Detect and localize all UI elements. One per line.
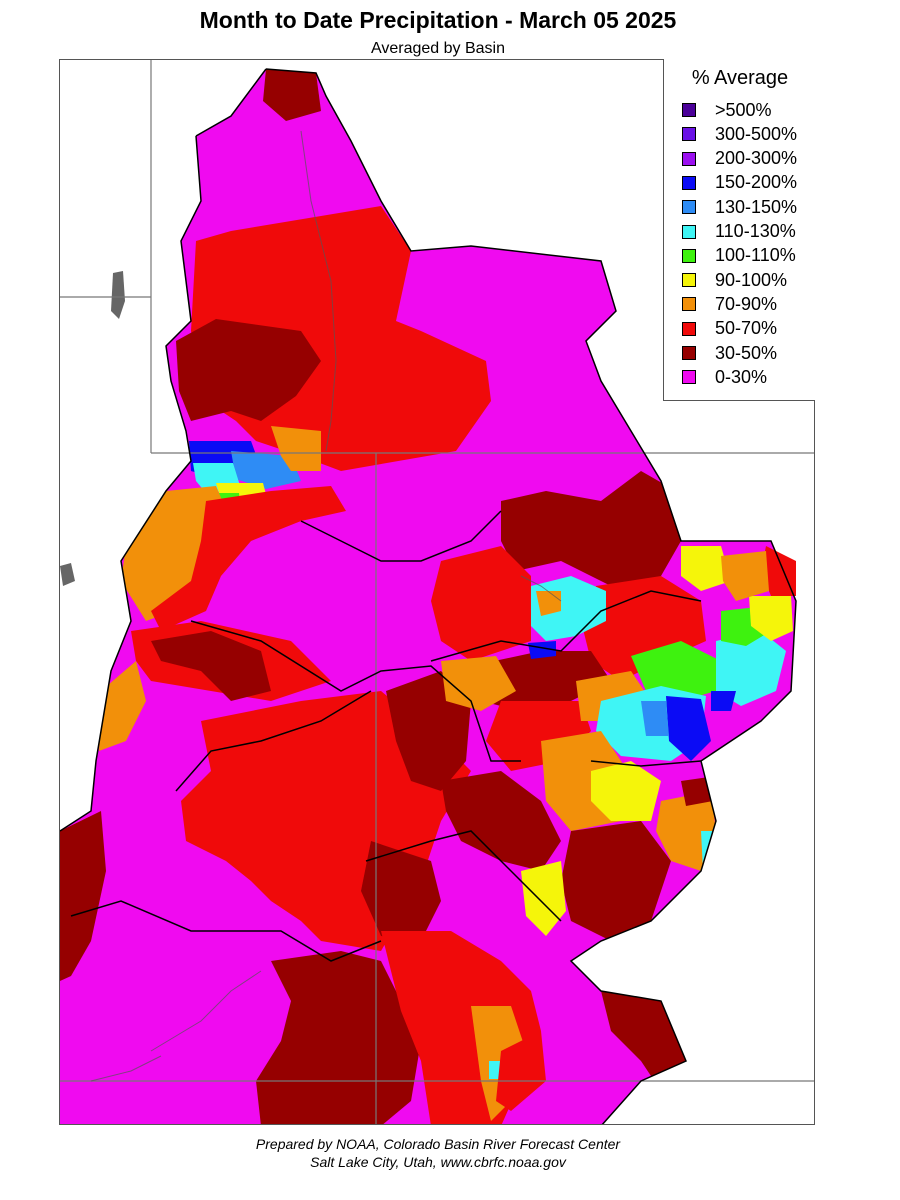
basin-region-darkred-southeast-edge: [601, 991, 686, 1091]
basin-region-lightblue-east: [641, 701, 669, 736]
basin-region-darkred-southwest: [60, 811, 106, 981]
legend-label: 100-110%: [715, 245, 796, 266]
legend-label: 30-50%: [715, 342, 778, 363]
rivers: [90, 130, 562, 1082]
basin-region-cyan-south: [489, 1061, 501, 1079]
basin-region-darkred-east: [501, 471, 681, 591]
legend-item: 100-110%: [682, 245, 796, 267]
legend-swatch: [682, 321, 696, 336]
legend-swatch: [682, 273, 696, 288]
credit-line-2: Salt Lake City, Utah, www.cbrfc.noaa.gov: [310, 1154, 566, 1170]
legend-swatch: [682, 297, 696, 312]
basin-region-orange-northeastedge: [721, 551, 769, 601]
legend-swatch: [682, 200, 696, 215]
basin-region-blue-eastedge: [711, 691, 736, 711]
basin-region-darkred-southeast: [441, 771, 561, 871]
legend-item: 130-150%: [682, 196, 797, 218]
legend-label: 90-100%: [715, 269, 788, 290]
legend-swatch: [682, 346, 696, 360]
basin-region-darkred-southcentral: [361, 841, 441, 941]
basin-region-darkred-west-strip: [151, 631, 271, 701]
lake-gray-west2: [60, 563, 75, 586]
legend-swatch: [682, 175, 696, 190]
legend-swatch: [682, 370, 696, 385]
legend: % Average >500% 300-500% 200-300% 150-200% 1…: [663, 59, 815, 401]
legend-item: 110-130%: [682, 221, 796, 243]
basin-boundaries: [60, 68, 797, 1124]
basin-region-cyan-eastedge: [716, 631, 786, 706]
legend-swatch: [682, 151, 696, 166]
basin-region-darkred-top: [263, 69, 321, 121]
lake-gray-west: [111, 271, 125, 319]
basin-region-darkred-southeast2: [561, 821, 671, 941]
basin-region-orange-central2: [441, 656, 516, 711]
legend-item: >500%: [682, 99, 772, 121]
legend-item: 50-70%: [682, 318, 777, 340]
basin-region-red-east: [431, 546, 531, 661]
outside-basin-west: [60, 60, 201, 831]
basin-region-blue-central: [528, 641, 556, 659]
basin-region-orange-westedge: [99, 661, 146, 751]
map-title: Month to Date Precipitation - March 05 2…: [199, 7, 677, 33]
basin-region-yellow-northeast2: [749, 596, 793, 641]
legend-swatch: [682, 127, 696, 142]
basin-region-red-west-band: [151, 486, 346, 631]
basin-region-blue-east: [666, 696, 711, 761]
legend-label: 70-90%: [715, 293, 778, 314]
state-boundaries: [60, 60, 814, 1124]
basin-region-yellow-northeast: [681, 546, 731, 591]
basin-region-orange-central: [536, 591, 561, 616]
basin-region-green-east: [631, 641, 721, 701]
basin-region-red-southeast: [496, 1031, 546, 1111]
basin-region-yellow-southeast2: [521, 861, 566, 936]
legend-item: 0-30%: [682, 366, 767, 388]
outside-basin-northeast-strip: [196, 60, 266, 136]
legend-swatch: [682, 103, 696, 117]
legend-label: 200-300%: [715, 148, 798, 169]
legend-label: 130-150%: [715, 196, 798, 217]
outside-basin-east: [571, 601, 814, 1124]
legend-title: % Average: [691, 67, 789, 89]
map-subtitle: Averaged by Basin: [370, 40, 505, 57]
legend-item: 200-300%: [682, 148, 797, 170]
legend-label: 50-70%: [715, 318, 778, 339]
basin-region-darkred-northwest: [176, 319, 321, 421]
legend-label: 110-130%: [715, 221, 796, 241]
legend-item: 90-100%: [682, 269, 787, 291]
legend-swatch: [682, 248, 696, 263]
legend-swatch: [682, 224, 696, 239]
credit-line-1: Prepared by NOAA, Colorado Basin River F…: [255, 1136, 621, 1152]
legend-item: 300-500%: [682, 123, 797, 145]
legend-item: 30-50%: [682, 342, 777, 364]
basin-map-svg: [60, 60, 814, 1124]
legend-item: 150-200%: [682, 172, 797, 194]
basin-region-orange-northwest: [271, 426, 321, 471]
basin-region-yellow-southeast: [591, 761, 661, 821]
legend-item: 70-90%: [682, 293, 777, 315]
legend-label: 300-500%: [715, 123, 798, 144]
legend-label: >500%: [715, 99, 772, 120]
basin-region-orange-southeast2: [656, 791, 716, 871]
legend-label: 0-30%: [715, 366, 768, 387]
legend-label: 150-200%: [715, 172, 798, 193]
basin-region-red-northeast: [761, 546, 796, 596]
basin-region-lightblue-northwest: [231, 451, 301, 489]
